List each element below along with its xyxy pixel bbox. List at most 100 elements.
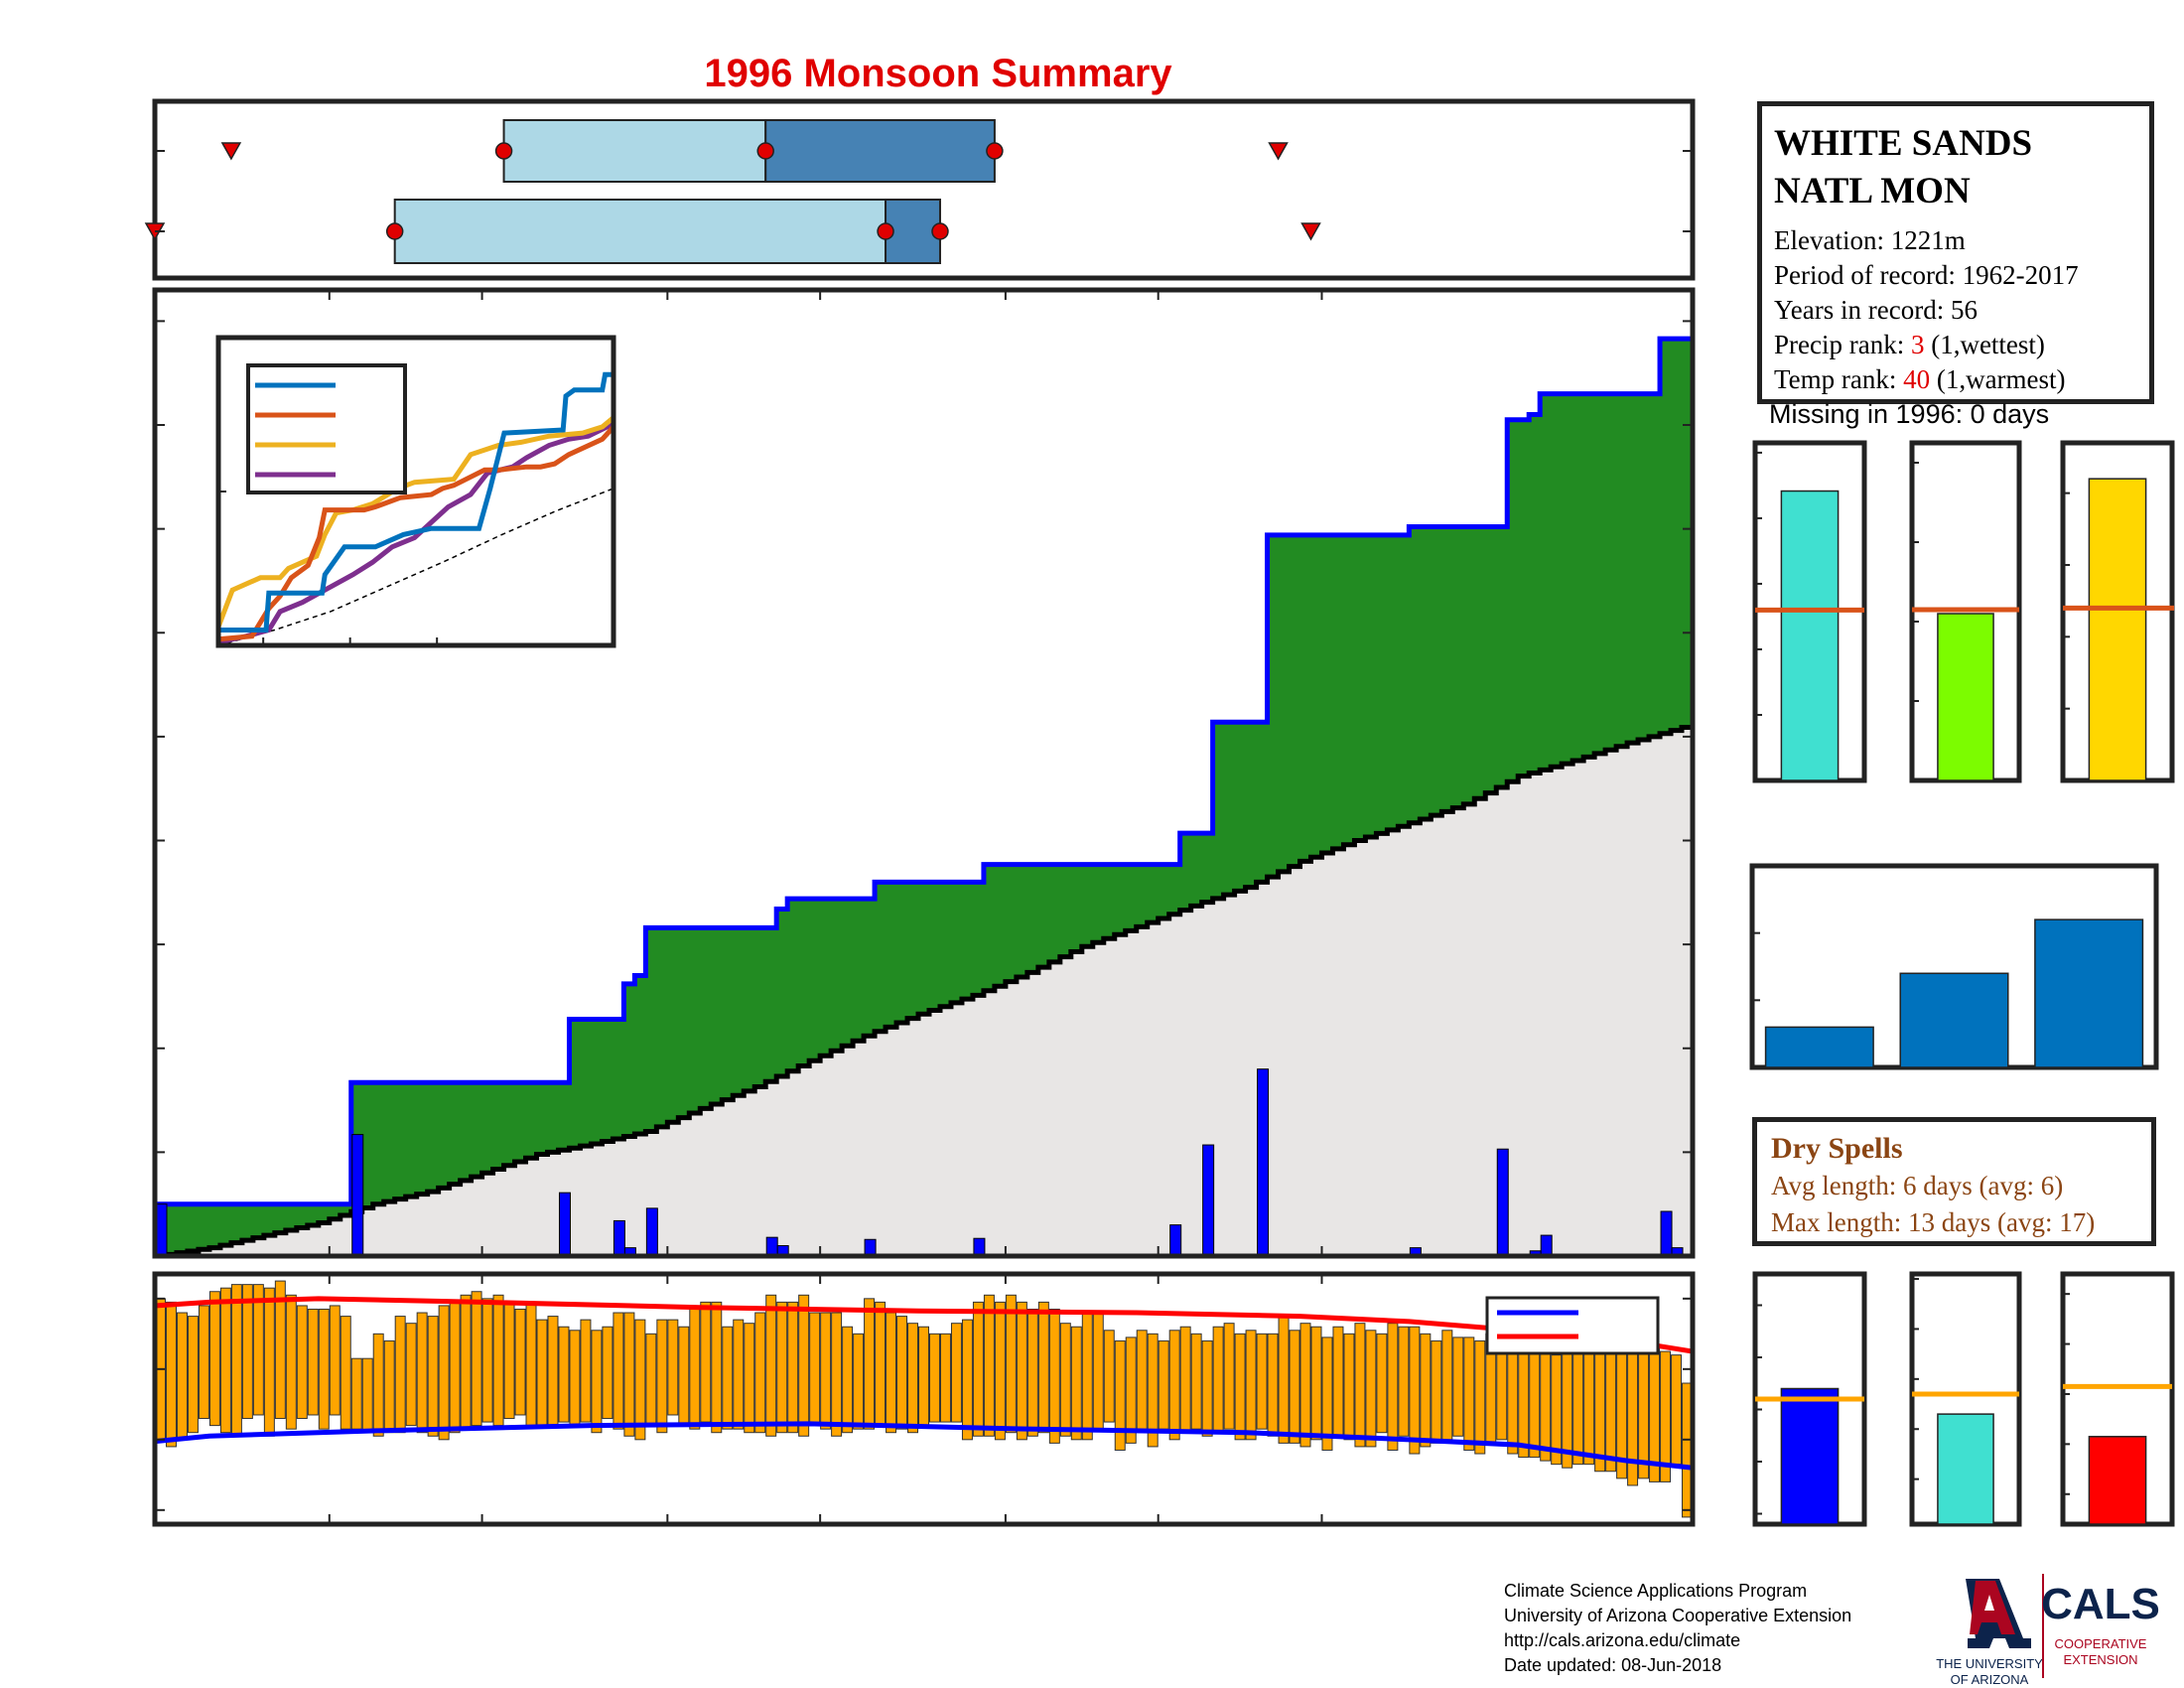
dry-spells-box: Dry Spells Avg length: 6 days (avg: 6) M… bbox=[1752, 1117, 2156, 1246]
daily-temp-bar bbox=[744, 1323, 755, 1434]
daily-temp-bar bbox=[994, 1301, 1006, 1441]
avg-row-percentile-marker bbox=[986, 142, 1004, 160]
daily-precip-bar bbox=[1660, 1210, 1673, 1257]
daily-temp-bar bbox=[602, 1326, 614, 1420]
temp-legend-box bbox=[1485, 1296, 1660, 1355]
daily-temp-bar bbox=[1660, 1350, 1672, 1482]
daily-temp-bar bbox=[776, 1301, 788, 1434]
daily-precip-bar bbox=[1496, 1148, 1509, 1257]
footer-line: http://cals.arizona.edu/climate bbox=[1504, 1630, 1741, 1650]
daily-temp-bar bbox=[1354, 1323, 1366, 1448]
chart-title: 1996 Monsoon Summary bbox=[704, 52, 1172, 95]
daily-temp-bar bbox=[591, 1330, 603, 1434]
daily-temp-bar bbox=[1474, 1339, 1486, 1455]
daily-precip-bar bbox=[1540, 1234, 1553, 1257]
daily-temp-bar bbox=[525, 1301, 537, 1427]
daily-temp-bar bbox=[798, 1294, 810, 1437]
ua-logo-text: OF ARIZONA bbox=[1951, 1672, 2029, 1687]
daily-temp-bar bbox=[634, 1319, 646, 1441]
daily-temp-bar bbox=[689, 1308, 701, 1430]
daily-temp-bar bbox=[340, 1316, 351, 1430]
daily-temp-bar bbox=[765, 1294, 777, 1437]
daily-temp-bar bbox=[1081, 1312, 1093, 1441]
daily-temp-bar bbox=[1048, 1308, 1060, 1444]
daily-temp-bar bbox=[886, 1312, 897, 1434]
inset-series-line bbox=[218, 371, 614, 633]
daily-temp-bar bbox=[1365, 1330, 1377, 1448]
daily-temp-bar bbox=[1005, 1294, 1017, 1434]
footer-line: University of Arizona Cooperative Extens… bbox=[1504, 1606, 1852, 1625]
station-name: WHITE SANDS NATL MON bbox=[1774, 123, 2033, 211]
daily-temp-bar bbox=[907, 1323, 919, 1434]
daily-temp-bar bbox=[950, 1323, 962, 1423]
daily-temp-bar bbox=[1114, 1339, 1126, 1451]
daily-temp-bar bbox=[361, 1357, 373, 1434]
year-row-25-50-box bbox=[393, 199, 887, 264]
daily-temp-bar bbox=[678, 1326, 690, 1427]
daily-temp-bar bbox=[219, 1287, 231, 1434]
daily-temp-bar bbox=[318, 1308, 330, 1430]
precip-rank-note: (1,wettest) bbox=[1924, 330, 2045, 359]
daily-precip-bar bbox=[864, 1238, 877, 1257]
daily-precip-bar bbox=[155, 1203, 168, 1257]
daily-temp-bar bbox=[394, 1316, 406, 1434]
daily-temp-bar bbox=[842, 1326, 854, 1434]
avg-row-event-marker bbox=[220, 142, 242, 161]
daily-precip-bar bbox=[1169, 1224, 1182, 1257]
cumulative-1996-line bbox=[152, 336, 1693, 1256]
year-row-percentile-marker bbox=[385, 222, 404, 240]
daily-temp-bar bbox=[754, 1312, 766, 1434]
ua-logo-text: THE UNIVERSITY bbox=[1936, 1656, 2043, 1671]
daily-temp-bar bbox=[875, 1301, 887, 1427]
daily-temp-bar bbox=[1551, 1354, 1563, 1466]
daily-temp-bar bbox=[230, 1284, 242, 1437]
daily-temp-bar bbox=[1125, 1336, 1137, 1444]
daily-temp-bar bbox=[547, 1316, 559, 1427]
missing-days: Missing in 1996: 0 days bbox=[1769, 399, 2050, 429]
ua-a-hole bbox=[1984, 1595, 1994, 1611]
daily-temp-bar bbox=[1299, 1323, 1311, 1448]
daily-temp-bar bbox=[983, 1294, 995, 1437]
summary-bar-precip bbox=[1780, 490, 1840, 781]
avg-row-event-marker bbox=[1268, 142, 1289, 161]
daily-temp-bar bbox=[1158, 1339, 1169, 1430]
daily-temp-bar bbox=[1463, 1336, 1475, 1451]
daily-temp-bar bbox=[1179, 1326, 1191, 1434]
daily-temp-bar bbox=[208, 1291, 220, 1427]
temp-summary-bar-tavg bbox=[1937, 1413, 1994, 1525]
daily-temp-bar bbox=[667, 1319, 679, 1416]
daily-temp-bar bbox=[536, 1319, 548, 1427]
summary-bar-rain_days bbox=[1937, 613, 1994, 781]
daily-precip-bar bbox=[1202, 1144, 1215, 1257]
precip-rank-value: 3 bbox=[1910, 330, 1925, 359]
summary-bar-intensity bbox=[2088, 478, 2147, 781]
daily-temp-bar bbox=[274, 1280, 286, 1420]
daily-temp-bar bbox=[1212, 1326, 1224, 1434]
daily-temp-bar bbox=[383, 1339, 395, 1434]
daily-temp-bar bbox=[853, 1333, 865, 1430]
daily-temp-bar bbox=[1420, 1333, 1432, 1448]
temp-rank-note: (1,warmest) bbox=[1930, 364, 2066, 394]
cals-logo-subtext: EXTENSION bbox=[2063, 1652, 2137, 1667]
daily-temp-bar bbox=[481, 1298, 493, 1423]
daily-temp-bar bbox=[569, 1330, 581, 1427]
daily-temp-bar bbox=[1638, 1333, 1650, 1479]
daily-temp-bar bbox=[263, 1287, 275, 1437]
daily-temp-bar bbox=[1562, 1339, 1573, 1469]
daily-temp-bar bbox=[1234, 1333, 1246, 1441]
daily-temp-bar bbox=[1594, 1347, 1606, 1473]
daily-precip-bar bbox=[613, 1219, 625, 1257]
daily-temp-bar bbox=[416, 1312, 428, 1434]
daily-temp-bar bbox=[864, 1298, 876, 1430]
daily-temp-bar bbox=[623, 1312, 635, 1437]
avg-cumulative-area bbox=[155, 724, 1693, 1256]
daily-temp-bar bbox=[460, 1294, 472, 1430]
daily-temp-bar bbox=[961, 1319, 973, 1441]
daily-temp-bar bbox=[1387, 1323, 1399, 1451]
year-row-event-marker bbox=[1300, 222, 1321, 241]
daily-temp-bar bbox=[1016, 1301, 1027, 1441]
daily-temp-bar bbox=[1278, 1316, 1290, 1444]
footer-line: Date updated: 08-Jun-2018 bbox=[1504, 1655, 1722, 1675]
